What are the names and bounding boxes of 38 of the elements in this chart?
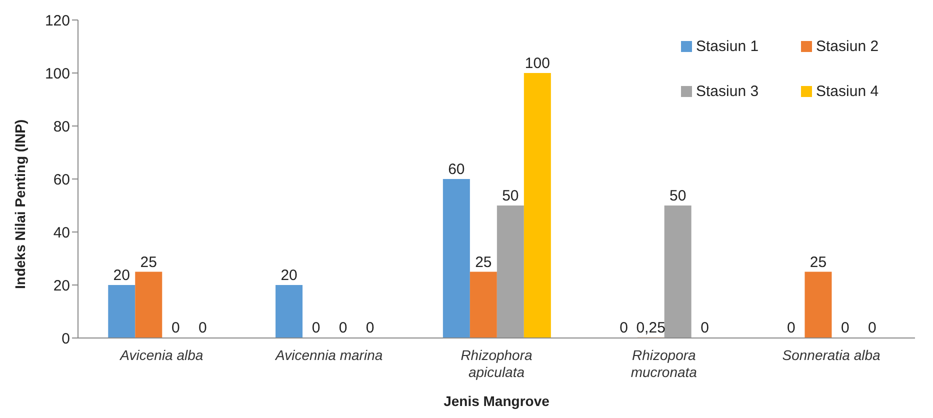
x-tick-label: Sonneratia alba [782,347,881,363]
y-tick-label: 0 [62,330,70,348]
x-tick-label: Avicenia alba [119,347,204,363]
data-label: 0 [700,320,710,336]
data-label: 0 [841,320,850,336]
x-tick-label: Rhizopora mucronata [630,347,698,380]
data-label: 50 [669,188,686,204]
y-tick-label: 20 [53,277,70,294]
y-tick-label: 80 [53,118,70,136]
data-label: 0 [366,320,374,336]
y-axis-title: Indeks Nilai Penting (INP) [12,119,28,289]
data-label: 20 [113,267,130,284]
data-label: 0 [868,320,876,336]
data-label: 0 [620,320,628,336]
x-tick-label: Rhizophora apiculata [460,347,533,380]
data-label: 25 [140,254,157,271]
data-label: 0,25 [636,319,666,336]
y-tick-label: 40 [53,224,70,242]
legend-label: Stasiun 4 [816,83,879,100]
legend-label: Stasiun 1 [696,38,759,55]
data-label: 20 [280,267,298,284]
data-label: 0 [198,320,207,336]
x-axis-title: Jenis Mangrove [444,393,550,409]
data-label: 0 [171,320,180,336]
y-tick-label: 100 [44,65,70,82]
data-label: 0 [312,320,320,336]
x-tick-label: Avicennia marina [274,347,383,363]
y-tick-label: 60 [53,171,70,188]
data-label: 25 [475,254,492,271]
data-label: 50 [502,188,519,204]
data-label: 0 [787,320,796,336]
y-tick-label: 120 [44,12,70,30]
legend-label: Stasiun 3 [696,83,759,100]
data-label: 60 [448,161,465,178]
data-label: 100 [524,55,550,72]
data-label: 25 [810,254,827,271]
data-label: 0 [338,320,348,336]
legend-label: Stasiun 2 [816,38,879,55]
